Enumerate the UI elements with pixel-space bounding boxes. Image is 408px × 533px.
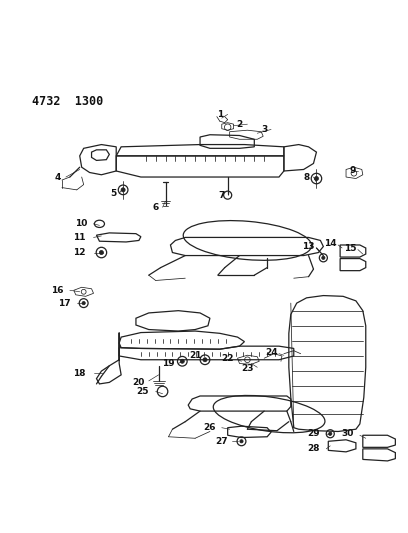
Text: 10: 10 [75,220,88,228]
Text: 3: 3 [261,125,267,134]
Text: 9: 9 [350,166,356,175]
Circle shape [240,440,243,443]
Text: 16: 16 [51,286,63,295]
Text: 26: 26 [204,423,216,432]
Text: 15: 15 [344,244,356,253]
Text: 12: 12 [73,248,86,257]
Text: 6: 6 [153,203,159,212]
Text: 8: 8 [304,173,310,182]
Circle shape [82,302,85,305]
Text: 17: 17 [58,298,70,308]
Text: 27: 27 [215,437,228,446]
Circle shape [100,251,104,255]
Text: 23: 23 [241,365,254,373]
Text: 18: 18 [73,369,86,378]
Text: 19: 19 [162,359,175,368]
Circle shape [203,358,207,362]
Text: 13: 13 [302,242,315,251]
Text: 1: 1 [217,110,223,119]
Circle shape [322,256,325,260]
Text: 21: 21 [189,351,202,360]
Text: 14: 14 [324,239,337,248]
Text: 4: 4 [55,173,61,182]
Text: 11: 11 [73,233,86,242]
Text: 20: 20 [133,378,145,387]
Text: 29: 29 [307,429,320,438]
Circle shape [180,359,184,364]
Text: 25: 25 [137,387,149,396]
Text: 5: 5 [110,189,116,198]
Circle shape [329,432,332,435]
Text: 22: 22 [222,354,234,363]
Text: 28: 28 [307,445,320,454]
Text: 24: 24 [265,348,277,357]
Text: 2: 2 [236,120,243,128]
Text: 30: 30 [342,429,354,438]
Circle shape [315,176,319,181]
Text: 4732  1300: 4732 1300 [32,95,104,108]
Text: 7: 7 [219,191,225,200]
Circle shape [121,188,125,192]
